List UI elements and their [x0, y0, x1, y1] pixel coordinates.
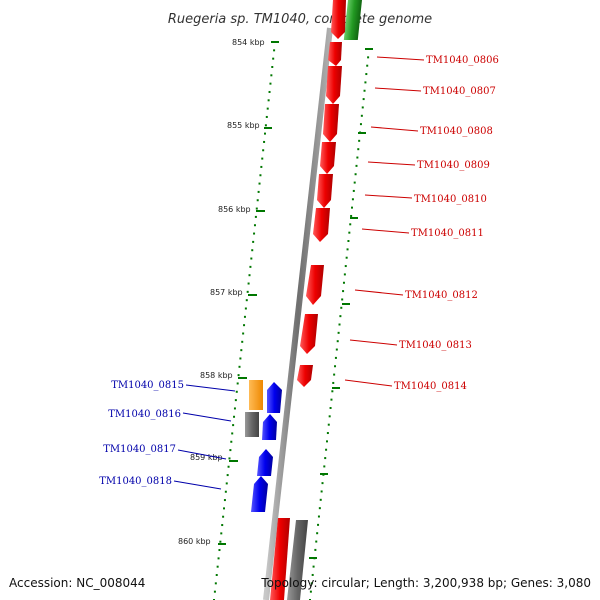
- minus-strand-features: [245, 380, 282, 512]
- gene-label-TM1040_0811[interactable]: TM1040_0811: [411, 228, 484, 239]
- gene-label-TM1040_0813[interactable]: TM1040_0813: [399, 340, 472, 351]
- gene-arrow-0817: [257, 449, 273, 476]
- gene-arrow-0809: [320, 142, 336, 174]
- gene-label-TM1040_0808[interactable]: TM1040_0808: [420, 126, 493, 137]
- rna-feature-green: [343, 0, 362, 40]
- gene-arrow-0810: [317, 174, 333, 208]
- outer-ruler-ticks: [213, 41, 276, 600]
- kbp-label-856: 856 kbp: [218, 205, 251, 214]
- kbp-label-857: 857 kbp: [210, 288, 243, 297]
- genome-summary-text: Topology: circular; Length: 3,200,938 bp…: [260, 576, 591, 590]
- gene-label-TM1040_0816[interactable]: TM1040_0816: [108, 409, 181, 420]
- kbp-label-858: 858 kbp: [200, 371, 233, 380]
- kbp-label-859: 859 kbp: [190, 453, 223, 462]
- gene-arrow-0806: [328, 42, 342, 66]
- gene-labels-right: TM1040_0806 TM1040_0807 TM1040_0808 TM10…: [394, 55, 499, 392]
- gene-label-TM1040_0806[interactable]: TM1040_0806: [426, 55, 499, 66]
- gene-arrow-0813: [300, 314, 318, 354]
- gene-label-TM1040_0815[interactable]: TM1040_0815: [111, 380, 184, 391]
- gene-label-TM1040_0810[interactable]: TM1040_0810: [414, 194, 487, 205]
- gene-arrow-0808: [323, 104, 339, 142]
- gene-label-TM1040_0807[interactable]: TM1040_0807: [423, 86, 496, 97]
- label-leaders-right: [344, 56, 425, 387]
- gene-arrow-0812: [306, 265, 324, 305]
- gene-arrow-0814: [297, 365, 313, 387]
- grey-feature-left: [245, 412, 259, 437]
- label-leaders-left: [173, 384, 236, 490]
- kbp-label-855: 855 kbp: [227, 121, 260, 130]
- gene-arrow-0811: [313, 208, 330, 242]
- grey-feature-bottom: [287, 520, 308, 600]
- gene-label-TM1040_0818[interactable]: TM1040_0818: [99, 476, 172, 487]
- accession-text: Accession: NC_008044: [9, 576, 145, 590]
- gene-label-TM1040_0814[interactable]: TM1040_0814: [394, 381, 467, 392]
- gene-labels-left: TM1040_0815 TM1040_0816 TM1040_0817 TM10…: [99, 380, 184, 487]
- gene-label-TM1040_0809[interactable]: TM1040_0809: [417, 160, 490, 171]
- gene-arrow-0816: [262, 414, 277, 440]
- map-title: Ruegeria sp. TM1040, complete genome: [168, 12, 432, 27]
- gene-arrow-0815: [267, 382, 282, 413]
- gene-label-TM1040_0812[interactable]: TM1040_0812: [405, 290, 478, 301]
- kbp-label-860: 860 kbp: [178, 537, 211, 546]
- genome-backbone: [263, 27, 333, 600]
- kbp-label-854: 854 kbp: [232, 38, 265, 47]
- gene-arrow-bottom-red: [270, 518, 290, 600]
- gene-arrow-0818: [251, 476, 268, 512]
- gene-arrow-0807: [326, 66, 342, 104]
- plus-strand-genes: [297, 0, 346, 387]
- gene-label-TM1040_0817[interactable]: TM1040_0817: [103, 444, 176, 455]
- inner-ruler-ticks: [309, 48, 370, 600]
- gene-arrow-0805: [331, 0, 346, 39]
- major-ticks: [218, 41, 373, 559]
- orange-feature: [249, 380, 263, 410]
